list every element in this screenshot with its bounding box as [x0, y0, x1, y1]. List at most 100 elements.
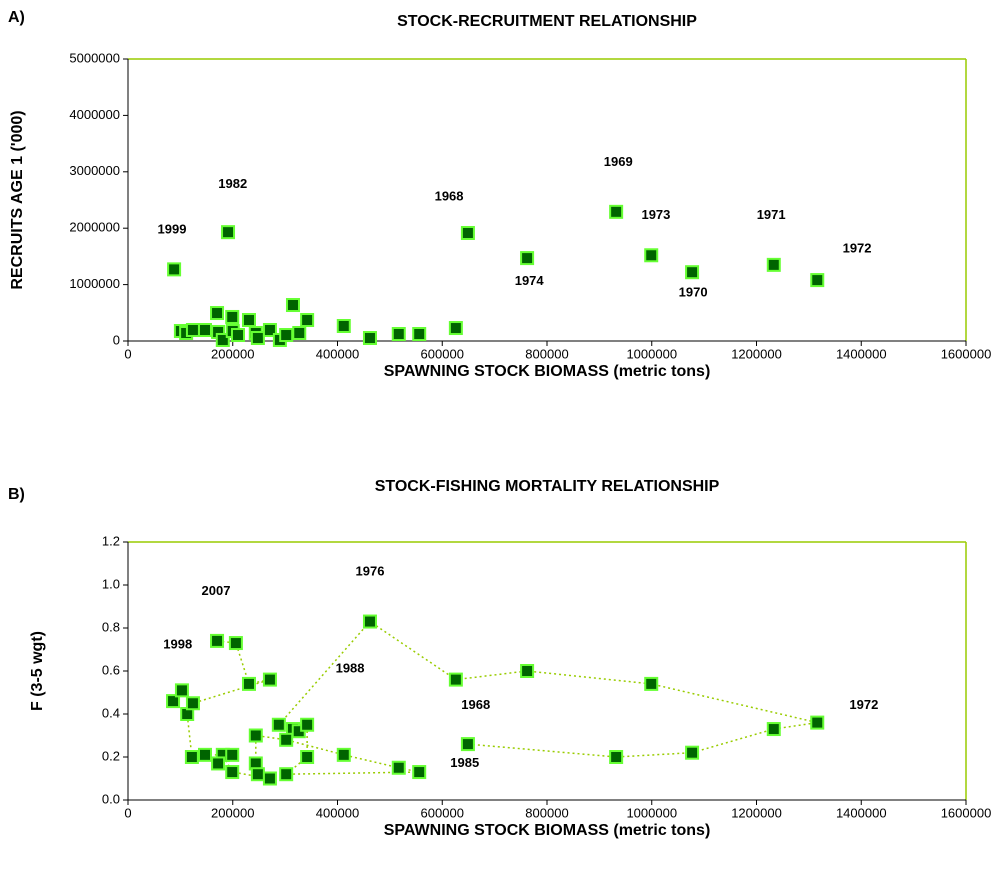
year-annotation: 1969: [604, 154, 633, 169]
data-point: [262, 771, 277, 786]
data-point: [362, 614, 377, 629]
y-tick-label: 5000000: [69, 50, 120, 65]
y-tick-label: 0: [113, 332, 120, 347]
y-tick-label: 0.8: [102, 619, 120, 634]
data-point: [685, 745, 700, 760]
year-annotation: 1971: [757, 207, 786, 222]
data-point: [300, 717, 315, 732]
x-tick-label: 1400000: [836, 805, 887, 820]
data-point: [197, 323, 212, 338]
chart-title: STOCK-FISHING MORTALITY RELATIONSHIP: [375, 478, 720, 495]
y-tick-label: 1.0: [102, 576, 120, 591]
data-point: [250, 331, 265, 346]
year-annotation: 1970: [679, 284, 708, 299]
x-tick-label: 1000000: [626, 805, 677, 820]
y-tick-label: 0.0: [102, 791, 120, 806]
x-tick-label: 1000000: [626, 346, 677, 361]
data-point: [279, 767, 294, 782]
x-tick-label: 600000: [421, 805, 464, 820]
series-line: [172, 620, 818, 780]
data-point: [210, 306, 225, 321]
x-tick-label: 1200000: [731, 805, 782, 820]
x-tick-label: 200000: [211, 805, 254, 820]
data-point: [262, 672, 277, 687]
data-point: [279, 732, 294, 747]
data-point: [230, 328, 245, 343]
data-point: [391, 327, 406, 342]
x-tick-label: 1400000: [836, 346, 887, 361]
data-point: [184, 750, 199, 764]
x-tick-label: 1200000: [731, 346, 782, 361]
data-point: [609, 750, 624, 764]
data-point: [810, 715, 825, 730]
x-tick-label: 1600000: [941, 805, 992, 820]
data-point: [174, 683, 189, 698]
year-annotation: 1985: [450, 755, 479, 770]
data-point: [250, 767, 265, 782]
y-tick-label: 1.2: [102, 533, 120, 548]
x-tick-label: 1600000: [941, 346, 992, 361]
data-point: [644, 248, 659, 263]
y-tick-label: 2000000: [69, 220, 120, 235]
data-point: [336, 747, 351, 762]
y-axis-title: F (3-5 wgt): [29, 631, 46, 711]
y-axis-title: RECRUITS AGE 1 ('000): [9, 110, 26, 289]
panel-label: A): [8, 9, 25, 26]
y-tick-label: 0.2: [102, 748, 120, 763]
data-point: [412, 765, 427, 780]
data-point: [221, 225, 236, 240]
x-tick-label: 200000: [211, 346, 254, 361]
data-point: [210, 633, 225, 648]
data-point: [197, 747, 212, 762]
data-point: [412, 327, 427, 342]
data-point: [271, 717, 286, 732]
data-point: [336, 318, 351, 333]
data-point: [285, 298, 300, 313]
year-annotation: 1972: [849, 697, 878, 712]
data-point: [248, 728, 263, 743]
x-axis-title: SPAWNING STOCK BIOMASS (metric tons): [384, 363, 711, 380]
year-annotation: 1973: [641, 207, 670, 222]
data-point: [520, 664, 535, 678]
data-point: [166, 694, 181, 709]
year-annotation: 1974: [515, 273, 545, 288]
year-annotation: 1968: [461, 697, 490, 712]
x-axis-title: SPAWNING STOCK BIOMASS (metric tons): [384, 822, 711, 839]
y-tick-label: 0.4: [102, 705, 120, 720]
panel-label: B): [8, 486, 25, 503]
data-point: [644, 676, 659, 691]
x-tick-label: 0: [124, 346, 131, 361]
y-tick-label: 3000000: [69, 163, 120, 178]
data-point: [225, 309, 240, 324]
data-point: [391, 760, 406, 775]
data-point: [460, 737, 475, 752]
y-tick-label: 4000000: [69, 107, 120, 122]
data-point: [279, 328, 294, 343]
x-tick-label: 400000: [316, 805, 359, 820]
data-point: [228, 636, 243, 651]
year-annotation: 1988: [336, 660, 365, 675]
data-point: [520, 251, 535, 266]
data-point: [810, 273, 825, 288]
data-point: [167, 262, 182, 277]
year-annotation: 1976: [356, 564, 385, 579]
data-point: [460, 225, 475, 240]
data-point: [448, 321, 463, 336]
data-point: [609, 204, 624, 219]
year-annotation: 2007: [202, 583, 231, 598]
data-point: [300, 750, 315, 764]
y-tick-label: 0.6: [102, 662, 120, 677]
year-annotation: 1982: [218, 176, 247, 191]
data-point: [185, 696, 200, 711]
data-point: [225, 765, 240, 780]
year-annotation: 1968: [435, 189, 464, 204]
data-point: [241, 676, 256, 691]
x-tick-label: 600000: [421, 346, 464, 361]
data-point: [185, 323, 200, 338]
y-tick-label: 1000000: [69, 276, 120, 291]
data-point: [362, 331, 377, 346]
year-annotation: 1972: [843, 241, 872, 256]
year-annotation: 1998: [163, 637, 192, 652]
data-point: [448, 672, 463, 687]
